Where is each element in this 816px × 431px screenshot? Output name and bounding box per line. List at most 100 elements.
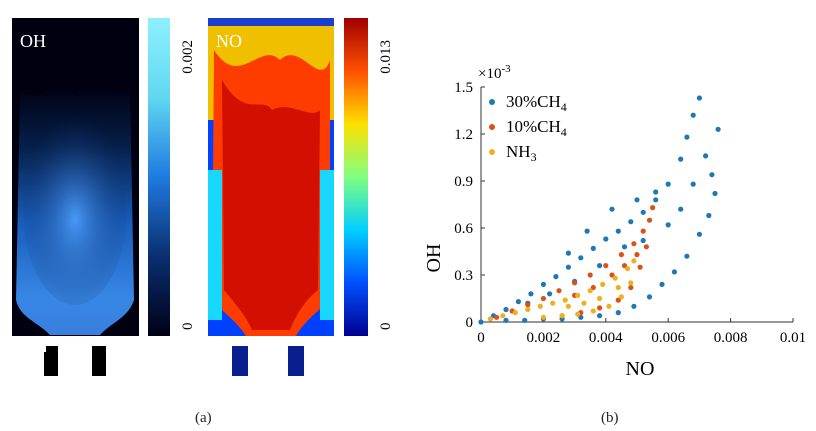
y-tick-label: 0	[466, 315, 474, 331]
legend-label: 30%CH4	[506, 92, 567, 114]
y-tick-label: 1.5	[454, 80, 473, 96]
oh-colorbar-scale	[148, 18, 170, 336]
data-point	[528, 291, 534, 297]
data-point	[578, 255, 584, 261]
data-point	[590, 284, 596, 291]
data-point	[515, 299, 522, 305]
y-axis-multiplier: ×10-3	[478, 63, 511, 82]
data-point	[653, 189, 659, 195]
oh-burner-left	[44, 346, 58, 376]
data-point	[640, 237, 646, 244]
data-point	[650, 205, 656, 211]
caption-a: (a)	[195, 410, 212, 426]
data-point	[550, 300, 556, 306]
data-point	[587, 272, 593, 278]
x-tick-label: 0.008	[714, 330, 748, 346]
no-field-right-edge	[320, 170, 334, 320]
data-point	[628, 219, 634, 225]
data-point	[581, 300, 587, 306]
data-point	[553, 274, 559, 280]
data-point	[487, 316, 493, 322]
data-point	[690, 112, 696, 118]
series-30-ch4	[478, 95, 721, 325]
data-point	[522, 317, 528, 323]
data-point	[643, 244, 650, 250]
data-point	[575, 311, 581, 317]
data-point	[559, 313, 565, 319]
no-colorbar-max-label: 0.013	[378, 40, 394, 74]
caption-b: (b)	[601, 410, 619, 426]
x-tick-label: 0.01	[780, 330, 806, 346]
data-point	[621, 244, 628, 250]
data-point	[712, 190, 718, 197]
no-burner-right	[288, 346, 304, 376]
oh-colorbar-max-label: 0.002	[180, 40, 196, 74]
data-point	[634, 252, 640, 258]
data-point	[678, 206, 684, 212]
data-point	[665, 222, 671, 228]
data-point	[631, 303, 637, 309]
legend-label: NH3	[506, 142, 537, 164]
data-point	[625, 266, 631, 272]
oh-colorbar-min-label: 0	[180, 323, 196, 331]
data-point	[646, 217, 653, 223]
data-point	[600, 281, 606, 287]
no-colorbar-min-label: 0	[378, 323, 394, 331]
data-point	[500, 313, 506, 319]
data-point	[640, 228, 646, 234]
data-point	[715, 126, 721, 132]
data-point	[709, 172, 715, 178]
y-axis-label: OH	[423, 244, 445, 273]
x-axis-label: NO	[626, 358, 655, 380]
plot-axes-layer: 0 0.002 0.004 0.006 0.008 0.01 0 0.3 0.6 0.9 1.2 1.…	[454, 80, 806, 346]
data-point	[525, 306, 531, 313]
no-colorbar-scale	[344, 18, 368, 336]
oh-burner-gap	[42, 346, 46, 352]
y-tick-label: 0.9	[454, 174, 473, 190]
legend-marker	[489, 149, 495, 155]
data-point	[565, 250, 572, 256]
data-point	[597, 313, 603, 319]
data-point	[696, 95, 703, 101]
data-point	[597, 263, 603, 269]
data-point	[634, 197, 640, 203]
x-tick-label: 0.004	[589, 330, 623, 346]
data-point	[618, 294, 625, 300]
data-point	[684, 253, 690, 259]
no-field-top-band	[208, 18, 334, 26]
data-point	[659, 281, 665, 287]
no-field-left-edge	[208, 170, 222, 320]
data-point	[590, 308, 596, 314]
data-point	[671, 269, 678, 275]
data-point	[696, 231, 703, 237]
oh-colorbar: 0.002 0	[148, 18, 196, 336]
x-tick-label: 0.006	[651, 330, 685, 346]
no-field-red-core	[222, 80, 320, 330]
oh-field-panel: OH	[12, 18, 139, 376]
data-point	[603, 236, 609, 242]
data-point	[631, 241, 637, 247]
data-point	[703, 153, 709, 159]
data-point	[562, 297, 568, 303]
data-point	[478, 319, 484, 325]
data-point	[615, 228, 621, 234]
data-point	[653, 197, 659, 203]
plot-points-layer	[478, 95, 721, 325]
data-point	[572, 280, 578, 286]
data-point	[615, 297, 621, 303]
data-point	[590, 245, 596, 251]
legend-marker	[489, 99, 495, 105]
data-point	[587, 288, 593, 294]
data-point	[597, 295, 603, 302]
y-tick-label: 1.2	[454, 127, 473, 143]
data-point	[631, 258, 637, 264]
data-point	[637, 264, 643, 270]
data-point	[609, 206, 615, 212]
data-point	[512, 310, 518, 316]
oh-field-label: OH	[20, 31, 46, 51]
data-point	[612, 275, 618, 281]
data-point	[494, 314, 500, 320]
oh-flame-core	[23, 115, 127, 305]
y-tick-label: 0.3	[454, 268, 473, 284]
